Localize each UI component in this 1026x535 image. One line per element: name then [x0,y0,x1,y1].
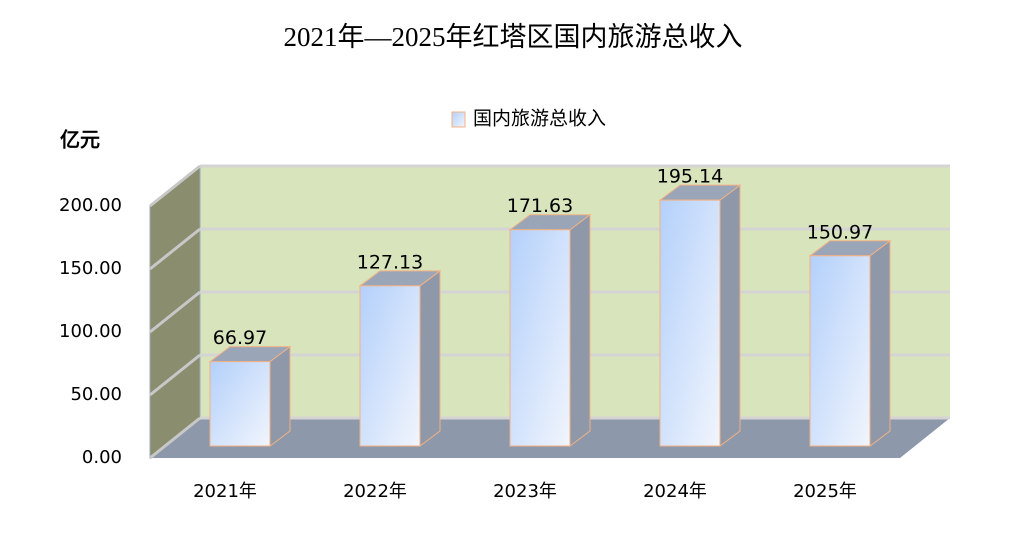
grid-line [149,290,201,334]
bar-side [419,269,441,447]
bar-side [719,184,741,447]
value-label: 127.13 [357,251,423,273]
bar-side [569,213,591,447]
bar-side [269,345,291,447]
bar [209,361,271,447]
x-tick-label: 2023年 [493,481,557,502]
x-tick-label: 2024年 [643,481,707,502]
y-tick-label: 0.00 [82,447,122,468]
bar [359,285,421,447]
legend-swatch [451,111,466,128]
y-tick-label: 150.00 [59,258,122,279]
bar [509,229,571,447]
grid-line [149,227,201,271]
grid-line [149,353,201,397]
value-label: 66.97 [213,327,267,349]
x-tick-label: 2022年 [343,481,407,502]
chart-title: 2021年—2025年红塔区国内旅游总收入 [284,22,743,52]
bar [809,255,871,447]
value-label: 150.97 [807,221,873,243]
bar-side [869,239,891,447]
y-tick-label: 100.00 [59,321,122,342]
x-tick-label: 2021年 [193,481,257,502]
legend-label: 国内旅游总收入 [473,108,606,130]
x-tick-label: 2025年 [793,481,857,502]
bar [659,199,721,447]
y-tick-label: 50.00 [70,384,122,405]
grid-line [149,416,201,460]
value-label: 171.63 [507,195,573,217]
y-axis-label: 亿元 [60,128,100,152]
grid-line [149,164,201,208]
y-tick-label: 200.00 [59,195,122,216]
value-label: 195.14 [657,166,723,188]
